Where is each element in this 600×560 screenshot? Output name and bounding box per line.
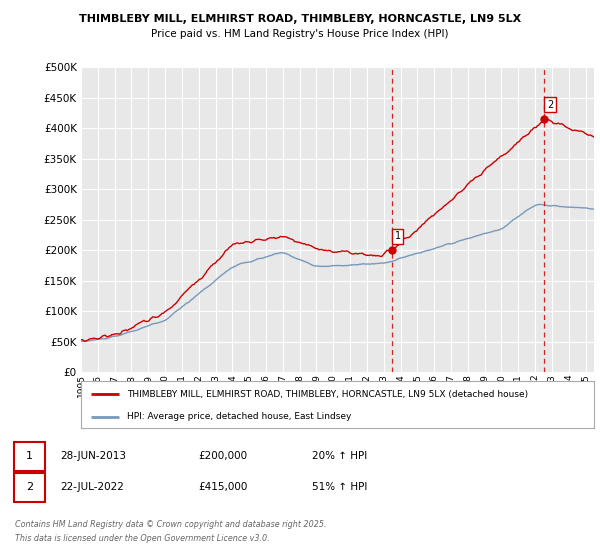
Text: 1: 1 (395, 231, 401, 241)
Text: Price paid vs. HM Land Registry's House Price Index (HPI): Price paid vs. HM Land Registry's House … (151, 29, 449, 39)
Text: £415,000: £415,000 (198, 482, 247, 492)
Text: £200,000: £200,000 (198, 451, 247, 461)
Text: 28-JUN-2013: 28-JUN-2013 (60, 451, 126, 461)
Text: HPI: Average price, detached house, East Lindsey: HPI: Average price, detached house, East… (127, 412, 352, 421)
Text: 1: 1 (26, 451, 33, 461)
Text: 51% ↑ HPI: 51% ↑ HPI (312, 482, 367, 492)
Text: 2: 2 (26, 482, 33, 492)
Text: Contains HM Land Registry data © Crown copyright and database right 2025.: Contains HM Land Registry data © Crown c… (15, 520, 326, 529)
Text: 22-JUL-2022: 22-JUL-2022 (60, 482, 124, 492)
Text: THIMBLEBY MILL, ELMHIRST ROAD, THIMBLEBY, HORNCASTLE, LN9 5LX: THIMBLEBY MILL, ELMHIRST ROAD, THIMBLEBY… (79, 14, 521, 24)
Text: THIMBLEBY MILL, ELMHIRST ROAD, THIMBLEBY, HORNCASTLE, LN9 5LX (detached house): THIMBLEBY MILL, ELMHIRST ROAD, THIMBLEBY… (127, 390, 528, 399)
Text: This data is licensed under the Open Government Licence v3.0.: This data is licensed under the Open Gov… (15, 534, 269, 543)
Text: 2: 2 (547, 100, 553, 110)
Text: 20% ↑ HPI: 20% ↑ HPI (312, 451, 367, 461)
